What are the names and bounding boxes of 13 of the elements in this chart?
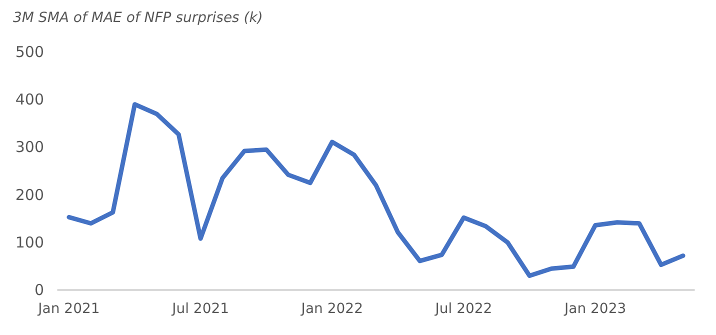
y-tick-label: 200	[15, 186, 44, 204]
x-tick-label: Jul 2021	[171, 301, 230, 317]
x-tick-label: Jan 2022	[300, 301, 363, 317]
x-tick-label: Jul 2022	[434, 301, 492, 317]
y-tick-label: 400	[15, 90, 44, 109]
y-tick-label: 500	[15, 43, 44, 61]
x-tick-label: Jan 2021	[37, 301, 100, 317]
chart-title: 3M SMA of MAE of NFP surprises (k)	[13, 10, 263, 26]
x-tick-label: Jan 2023	[563, 301, 626, 317]
y-tick-label: 100	[15, 233, 44, 252]
y-tick-label: 0	[34, 281, 44, 299]
line-series	[66, 102, 686, 278]
y-tick-label: 300	[15, 138, 44, 156]
